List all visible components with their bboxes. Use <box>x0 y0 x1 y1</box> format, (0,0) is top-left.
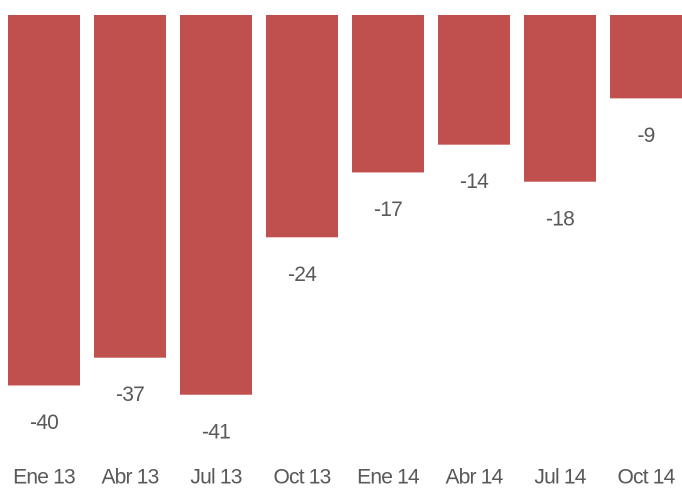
bar <box>180 15 252 395</box>
x-tick-label: Ene 14 <box>357 466 420 489</box>
x-tick-label: Oct 14 <box>617 466 675 489</box>
bar <box>438 15 510 145</box>
x-tick-label: Jul 13 <box>190 466 241 489</box>
value-label: -14 <box>460 170 489 193</box>
x-tick-label: Jul 14 <box>534 466 586 489</box>
bar <box>524 15 596 182</box>
x-tick-label: Abr 13 <box>101 466 158 489</box>
x-tick-label: Abr 14 <box>445 466 503 489</box>
x-tick-label: Oct 13 <box>273 466 330 489</box>
bar <box>94 15 166 358</box>
value-label: -37 <box>116 383 144 406</box>
value-label: -9 <box>637 124 654 147</box>
value-label: -17 <box>374 198 402 221</box>
bar <box>610 15 682 99</box>
value-label: -41 <box>202 420 230 443</box>
bar <box>352 15 424 173</box>
bar <box>266 15 338 238</box>
value-label: -24 <box>288 263 317 286</box>
value-label: -18 <box>546 207 574 230</box>
value-label: -40 <box>30 411 58 434</box>
x-tick-label: Ene 13 <box>13 466 75 489</box>
bar <box>8 15 80 386</box>
